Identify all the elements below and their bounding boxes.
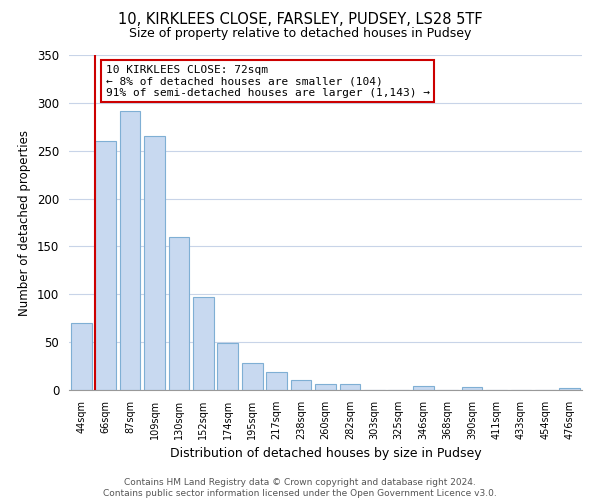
X-axis label: Distribution of detached houses by size in Pudsey: Distribution of detached houses by size … — [170, 448, 481, 460]
Bar — [119, 110, 140, 390]
Bar — [95, 141, 116, 390]
Bar — [413, 386, 434, 390]
Bar — [71, 323, 92, 390]
Text: Size of property relative to detached houses in Pudsey: Size of property relative to detached ho… — [129, 28, 471, 40]
Bar — [144, 136, 165, 390]
Bar — [340, 384, 361, 390]
Bar — [559, 388, 580, 390]
Bar — [315, 384, 336, 390]
Bar — [290, 380, 311, 390]
Bar — [242, 363, 263, 390]
Text: 10, KIRKLEES CLOSE, FARSLEY, PUDSEY, LS28 5TF: 10, KIRKLEES CLOSE, FARSLEY, PUDSEY, LS2… — [118, 12, 482, 28]
Text: 10 KIRKLEES CLOSE: 72sqm
← 8% of detached houses are smaller (104)
91% of semi-d: 10 KIRKLEES CLOSE: 72sqm ← 8% of detache… — [106, 64, 430, 98]
Text: Contains HM Land Registry data © Crown copyright and database right 2024.
Contai: Contains HM Land Registry data © Crown c… — [103, 478, 497, 498]
Y-axis label: Number of detached properties: Number of detached properties — [19, 130, 31, 316]
Bar — [266, 372, 287, 390]
Bar — [217, 343, 238, 390]
Bar — [169, 237, 190, 390]
Bar — [193, 297, 214, 390]
Bar — [461, 387, 482, 390]
